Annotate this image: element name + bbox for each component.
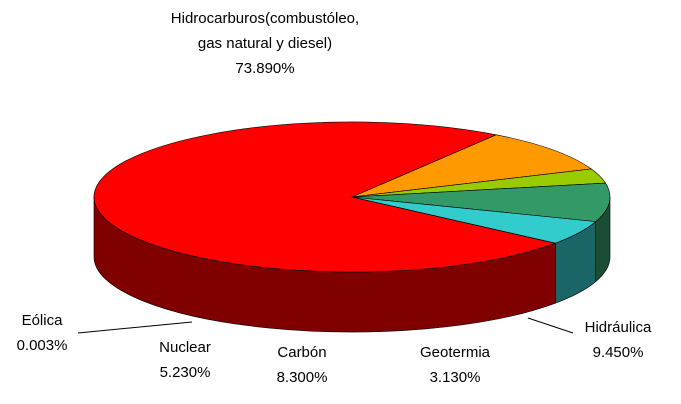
category-label: Geotermia [420, 344, 491, 361]
leader-line [527, 317, 574, 334]
category-label: Nuclear [159, 339, 211, 356]
slice-label: Hidrocarburos(combustóleo, gas natural y… [150, 6, 380, 81]
value-label: 0.003% [17, 337, 68, 354]
pie-slice [351, 196, 557, 244]
value-label: 9.450% [593, 344, 644, 361]
category-label: Hidrocarburos(combustóleo, gas natural y… [170, 10, 360, 52]
pie-slice [351, 182, 611, 222]
category-label: Hidráulica [585, 319, 652, 336]
value-label: 73.890% [235, 60, 295, 77]
value-label: 8.300% [277, 369, 328, 386]
leader-line [77, 321, 193, 334]
value-label: 3.130% [430, 369, 481, 386]
category-label: Carbón [277, 344, 326, 361]
pie-slice [351, 134, 593, 198]
category-label: Eólica [22, 312, 64, 329]
value-label: 5.230% [160, 364, 211, 381]
pie-slice [93, 121, 557, 273]
